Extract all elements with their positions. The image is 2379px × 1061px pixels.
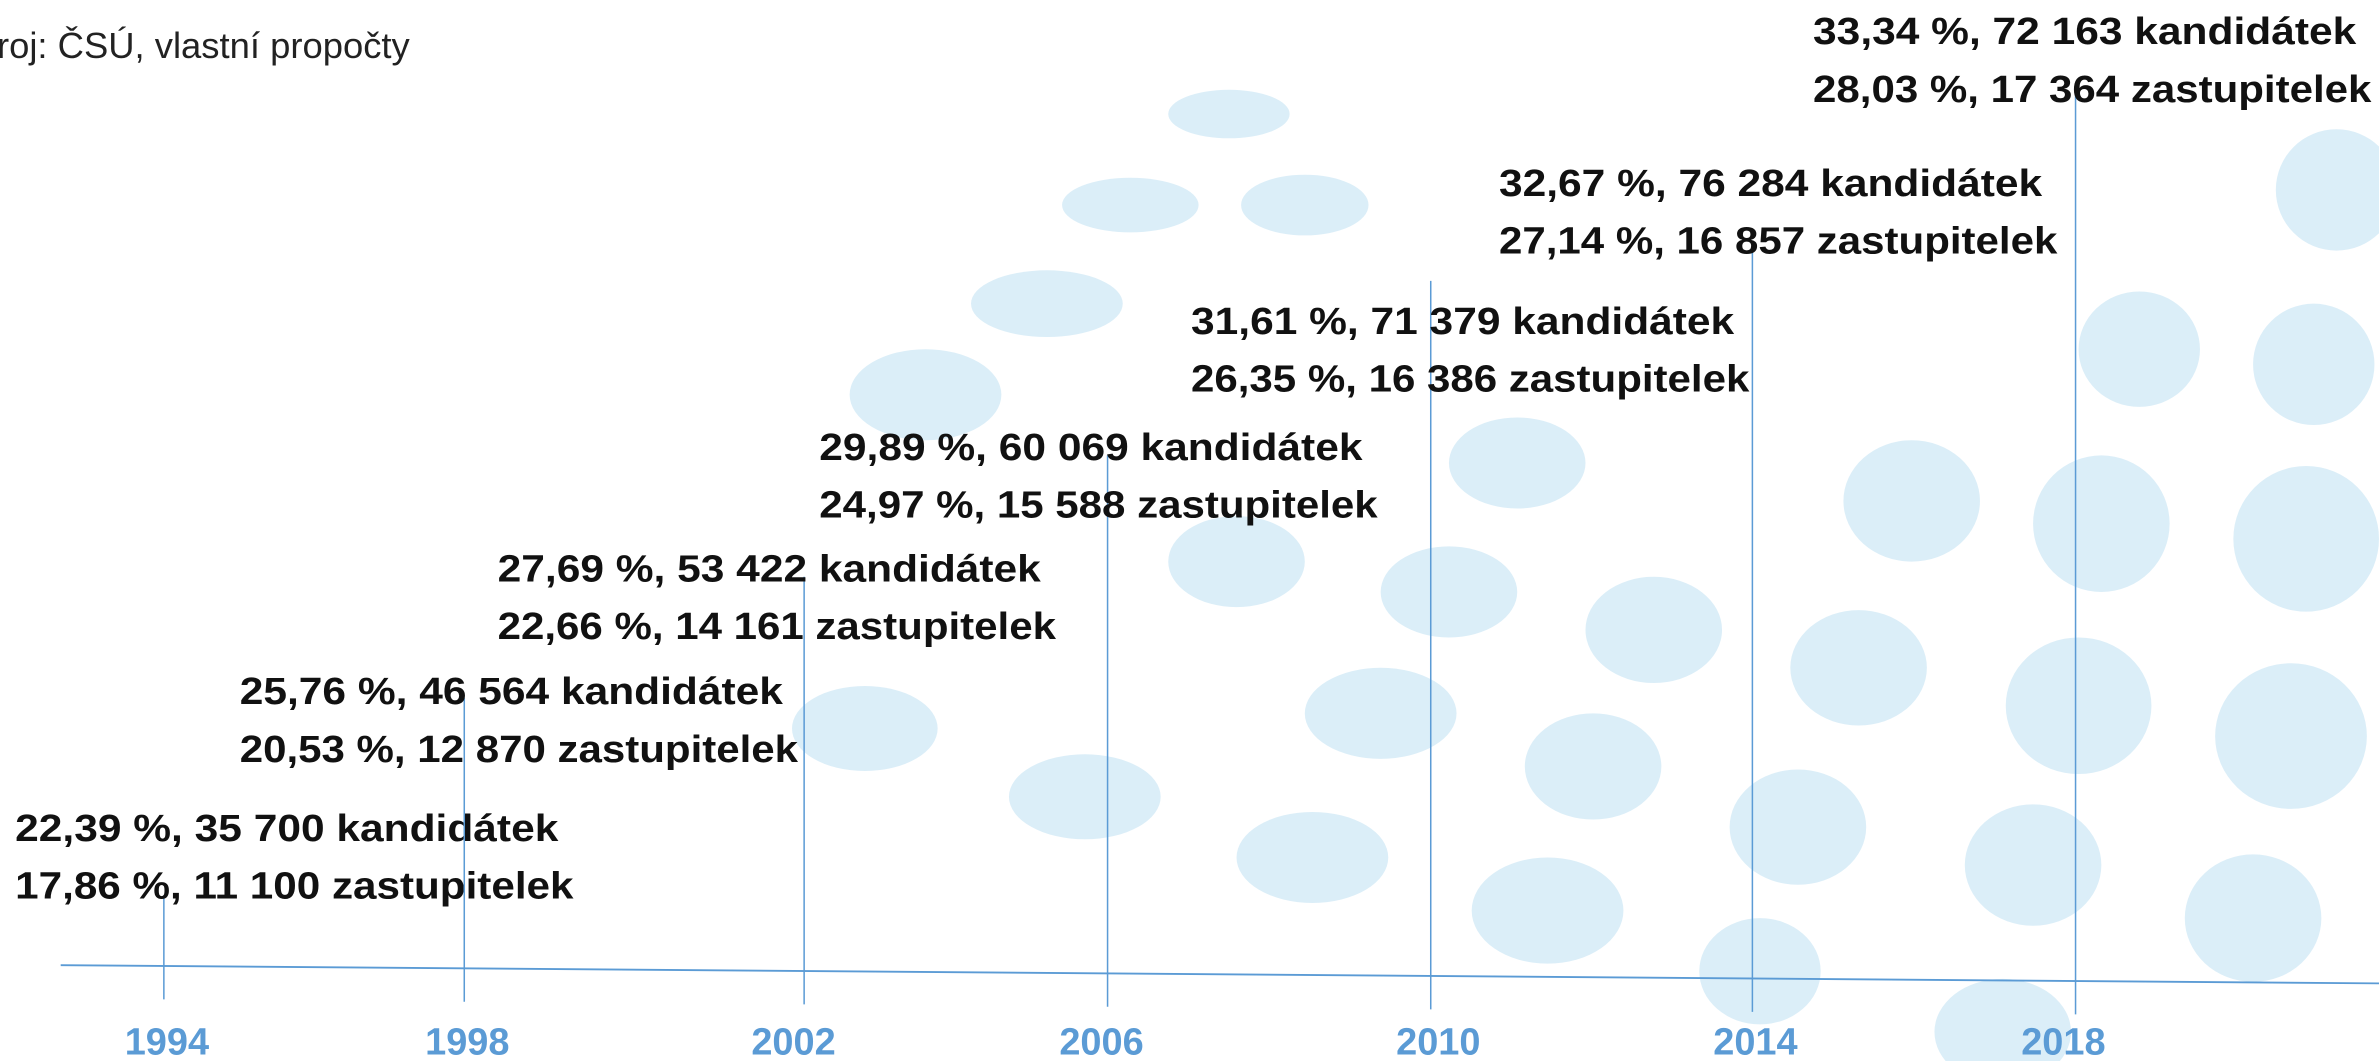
dot <box>1381 546 1518 637</box>
dot <box>1449 417 1586 508</box>
dot <box>971 270 1123 337</box>
dot <box>2276 129 2379 250</box>
candidates-label: 22,39 %, 35 700 kandidátek <box>15 808 559 850</box>
candidates-label: 25,76 %, 46 564 kandidátek <box>240 671 784 713</box>
dot <box>1168 516 1305 607</box>
dot <box>2233 466 2379 612</box>
candidates-label: 32,67 %, 76 284 kandidátek <box>1499 163 2043 205</box>
year-label: 2010 <box>1396 1022 1480 1061</box>
year-label: 2002 <box>751 1022 835 1061</box>
dot <box>1699 918 1820 1024</box>
time-axis <box>61 965 2379 983</box>
councillors-label: 20,53 %, 12 870 zastupitelek <box>240 729 799 771</box>
dot <box>1305 668 1457 759</box>
candidates-label: 27,69 %, 53 422 kandidátek <box>498 548 1042 590</box>
councillors-label: 17,86 %, 11 100 zastupitelek <box>15 865 574 907</box>
dot <box>2006 637 2152 774</box>
candidates-label: 33,34 %, 72 163 kandidátek <box>1813 11 2357 53</box>
dot <box>1965 804 2102 925</box>
dot <box>1168 90 1289 139</box>
dot <box>1241 175 1368 236</box>
dot <box>1237 812 1389 903</box>
candidates-label: 31,61 %, 71 379 kandidátek <box>1191 301 1735 343</box>
dot <box>2033 455 2170 592</box>
dot <box>2079 292 2200 407</box>
dot <box>2253 304 2374 425</box>
dot <box>1472 857 1624 963</box>
dot <box>1525 713 1662 819</box>
dot <box>2185 854 2322 981</box>
timeline: roj: ČSÚ, vlastní propočty 22,39 %, 35 7… <box>0 0 2379 1061</box>
dot <box>792 686 938 771</box>
candidates-label: 29,89 %, 60 069 kandidátek <box>819 427 1363 469</box>
year-label: 1994 <box>125 1022 209 1061</box>
councillors-label: 24,97 %, 15 588 zastupitelek <box>819 485 1378 527</box>
dot <box>1790 610 1927 725</box>
councillors-label: 22,66 %, 14 161 zastupitelek <box>498 606 1057 648</box>
councillors-label: 28,03 %, 17 364 zastupitelek <box>1813 69 2372 111</box>
source-note: roj: ČSÚ, vlastní propočty <box>0 25 411 66</box>
dot <box>1585 577 1722 683</box>
councillors-label: 27,14 %, 16 857 zastupitelek <box>1499 221 2058 263</box>
dot <box>1730 769 1867 884</box>
dot <box>1843 440 1980 561</box>
dot <box>1009 754 1161 839</box>
year-label: 1998 <box>425 1022 509 1061</box>
councillors-label: 26,35 %, 16 386 zastupitelek <box>1191 359 1750 401</box>
year-label: 2014 <box>1713 1022 1797 1061</box>
year-label: 2006 <box>1059 1022 1143 1061</box>
year-label: 2018 <box>2021 1022 2105 1061</box>
dot <box>1062 178 1199 233</box>
dot <box>2215 663 2367 809</box>
